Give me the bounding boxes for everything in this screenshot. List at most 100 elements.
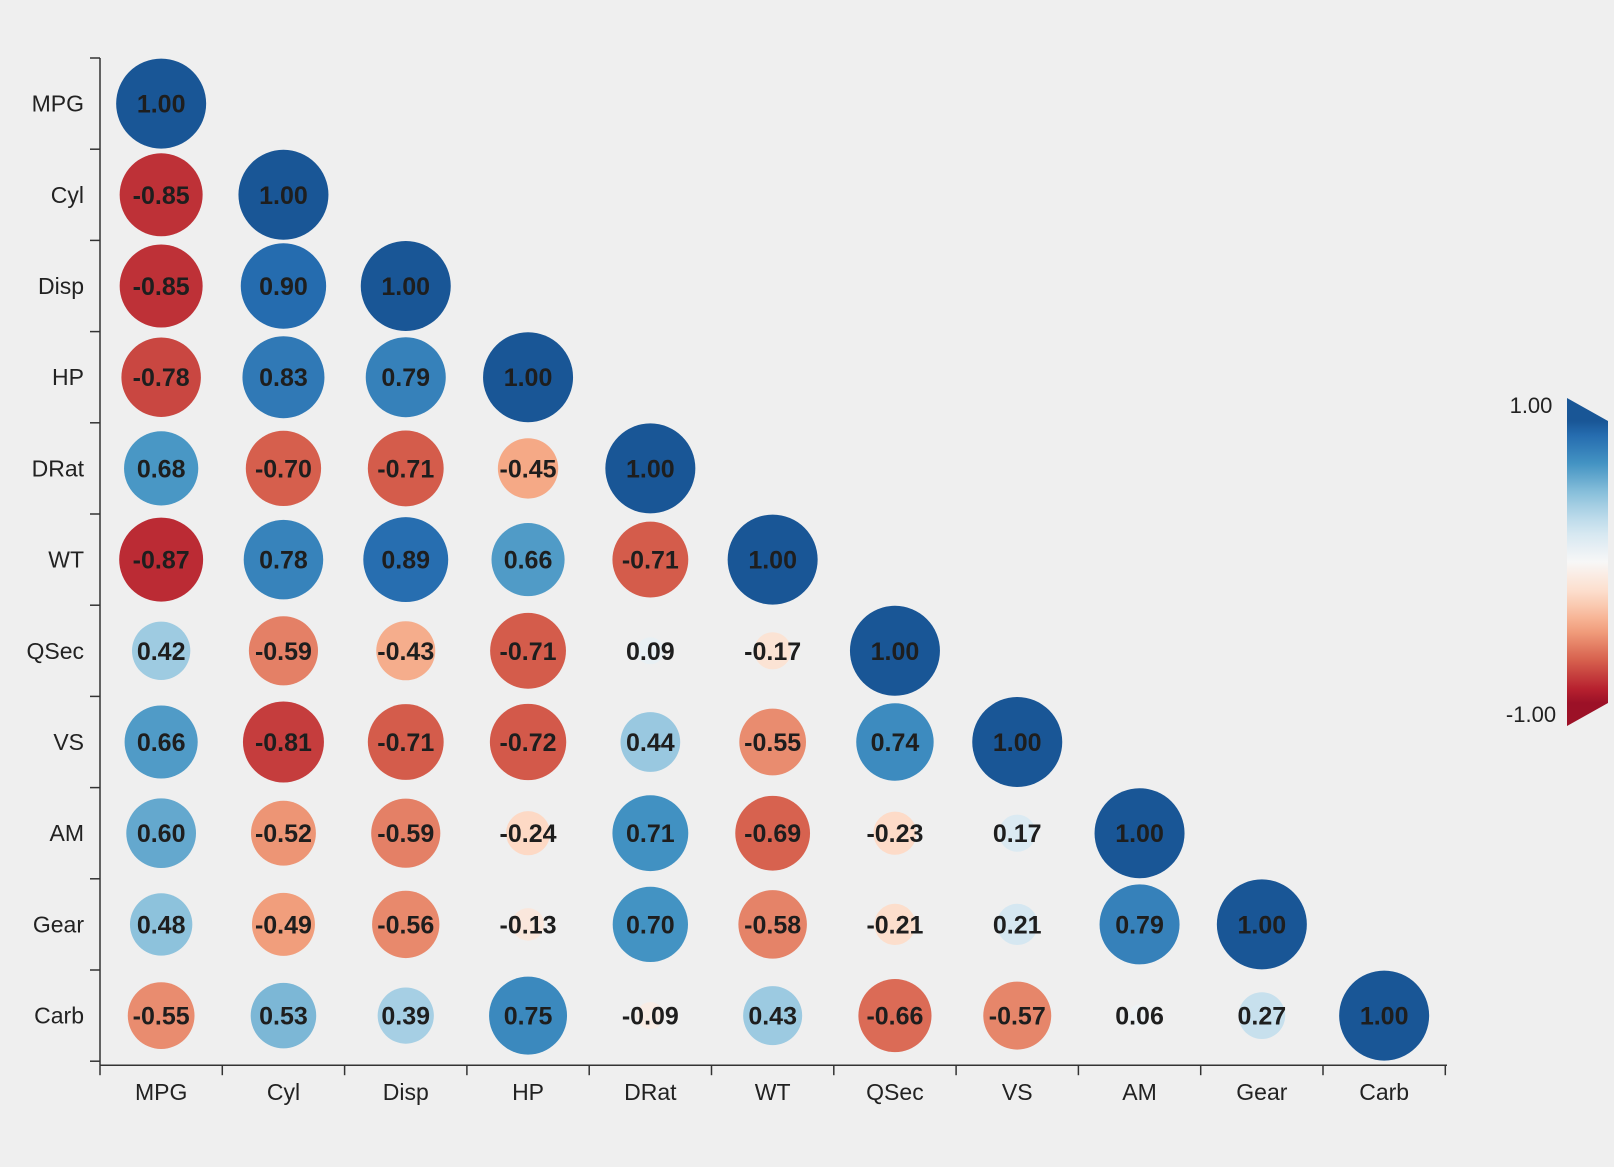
- correlation-value: 1.00: [259, 182, 308, 210]
- colorbar: 1.00 -1.00: [1506, 393, 1608, 727]
- y-tick-label: Disp: [38, 273, 84, 299]
- colorbar-max-extend: [1567, 398, 1608, 421]
- correlation-cell: -0.43: [376, 621, 436, 681]
- y-tick-label: QSec: [26, 638, 84, 664]
- correlation-circle: [116, 58, 207, 149]
- correlation-cell: -0.59: [371, 798, 441, 868]
- correlation-cell: -0.78: [121, 337, 201, 417]
- correlation-cell: -0.17: [744, 632, 801, 670]
- correlation-circle: [636, 1002, 664, 1030]
- correlation-cell: -0.70: [245, 430, 322, 507]
- correlation-value: -0.71: [377, 455, 434, 483]
- correlation-circle: [1339, 970, 1430, 1061]
- correlation-value: -0.71: [377, 729, 434, 757]
- correlation-value: -0.52: [255, 820, 312, 848]
- correlation-cell: -0.59: [248, 616, 319, 686]
- correlation-value: -0.81: [255, 729, 312, 757]
- correlation-circle: [129, 893, 193, 956]
- correlation-value: -0.72: [500, 729, 557, 757]
- correlation-circle: [377, 987, 434, 1044]
- correlation-circle: [124, 431, 199, 506]
- correlation-value: 0.43: [748, 1003, 797, 1031]
- correlation-value: -0.57: [989, 1003, 1046, 1031]
- correlation-circle: [1128, 1004, 1151, 1027]
- correlation-cell: 1.00: [605, 423, 696, 514]
- correlation-circle: [119, 517, 204, 602]
- correlation-value: 0.17: [993, 820, 1042, 848]
- correlation-cell: -0.71: [367, 430, 444, 507]
- correlation-cell: -0.49: [251, 892, 315, 956]
- correlation-cell: 0.78: [243, 519, 324, 600]
- correlation-value: 0.90: [259, 273, 308, 301]
- correlation-circle: [738, 890, 807, 959]
- correlation-circle: [491, 523, 565, 597]
- correlation-cell: 0.27: [1238, 992, 1287, 1039]
- correlation-circle: [612, 521, 689, 598]
- correlation-cell: 1.00: [1339, 970, 1430, 1061]
- correlation-value: 1.00: [1115, 820, 1164, 848]
- correlation-cell: -0.09: [622, 1002, 679, 1031]
- correlation-circle: [126, 798, 197, 869]
- correlation-cell: -0.85: [119, 244, 203, 328]
- y-tick-label: Carb: [34, 1003, 84, 1029]
- correlation-circle: [511, 908, 545, 941]
- correlation-value: 1.00: [748, 547, 797, 575]
- correlation-circle: [248, 616, 319, 686]
- correlation-value: 0.27: [1238, 1003, 1287, 1031]
- correlation-cell: -0.55: [739, 708, 807, 776]
- correlation-cell: 0.74: [856, 703, 934, 781]
- correlation-cell: 0.75: [489, 976, 568, 1055]
- correlation-circle: [240, 243, 327, 329]
- x-tick-label: Carb: [1359, 1079, 1409, 1105]
- correlation-cell: 0.42: [131, 621, 191, 680]
- correlation-value: -0.85: [133, 182, 190, 210]
- colorbar-min-extend: [1567, 703, 1608, 726]
- correlation-cell: 0.66: [124, 705, 198, 779]
- correlation-circle: [372, 890, 440, 959]
- correlation-cell: -0.52: [251, 800, 316, 866]
- correlation-cell: -0.57: [983, 981, 1052, 1050]
- correlation-value: 1.00: [871, 638, 920, 666]
- correlation-circle: [483, 332, 574, 423]
- correlation-cell: 0.21: [993, 903, 1042, 946]
- y-tick-label: AM: [50, 820, 85, 846]
- correlation-cell: 0.71: [612, 795, 689, 872]
- correlation-circle: [735, 795, 811, 871]
- correlation-cell: 1.00: [483, 332, 574, 423]
- correlation-circle: [497, 438, 559, 499]
- correlation-cell: 0.17: [993, 814, 1042, 852]
- correlation-value: -0.09: [622, 1003, 679, 1031]
- correlation-value: -0.58: [744, 911, 801, 939]
- correlation-value: 1.00: [504, 364, 553, 392]
- x-tick-label: DRat: [624, 1079, 677, 1105]
- correlation-cell: 0.44: [620, 712, 681, 772]
- correlation-value: -0.17: [744, 638, 801, 666]
- correlation-cell: 0.79: [365, 337, 446, 418]
- x-tick-label: Gear: [1236, 1079, 1287, 1105]
- correlation-circle: [363, 517, 449, 603]
- correlation-cell: 1.00: [116, 58, 207, 149]
- correlation-value: 0.75: [504, 1003, 553, 1031]
- correlation-circle: [242, 701, 324, 783]
- correlation-cell: -0.71: [612, 521, 689, 598]
- correlation-circle: [243, 519, 324, 600]
- correlation-cell: -0.72: [489, 703, 567, 781]
- correlation-circle: [605, 423, 696, 514]
- correlation-cell: 0.06: [1115, 1003, 1164, 1031]
- correlation-cell: 0.90: [240, 243, 327, 329]
- correlation-value: 1.00: [1360, 1003, 1409, 1031]
- correlation-value: 0.44: [626, 729, 675, 757]
- correlation-circle: [127, 982, 195, 1049]
- correlation-cell: 1.00: [360, 241, 451, 331]
- correlation-value: -0.13: [500, 911, 557, 939]
- correlation-value: 0.48: [137, 911, 186, 939]
- correlation-circle: [245, 430, 322, 507]
- correlation-circle: [727, 514, 818, 605]
- correlation-circle: [1094, 788, 1185, 879]
- correlation-value: -0.24: [500, 820, 557, 848]
- correlation-value: -0.56: [377, 911, 434, 939]
- correlation-circle: [858, 979, 932, 1053]
- correlation-value: -0.45: [500, 455, 557, 483]
- correlation-cell: -0.71: [490, 612, 566, 689]
